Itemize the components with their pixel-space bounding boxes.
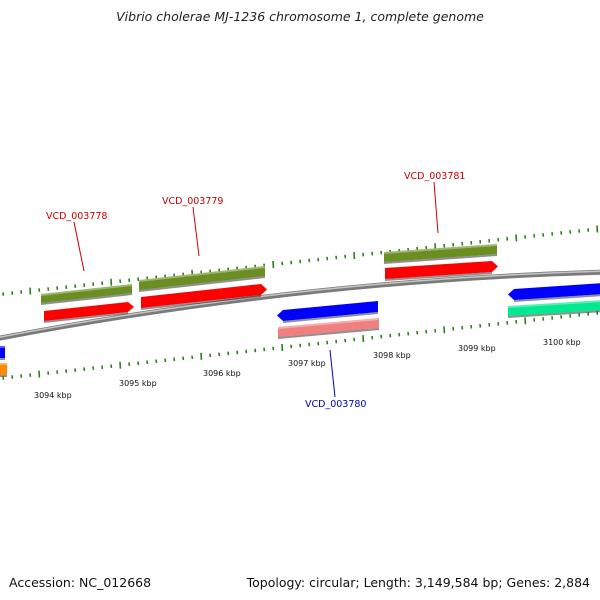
cds-vcd003781-shadow <box>385 272 492 281</box>
cds-left-edge-shadow <box>0 358 5 360</box>
gene-vcd003780[interactable] <box>278 318 379 337</box>
gene-label-vcd003780[interactable]: VCD_003780 <box>305 399 366 410</box>
outer-tick-marks <box>2 225 599 296</box>
label-line-vcd003780 <box>329 349 336 398</box>
feature-tracks <box>0 244 600 377</box>
scale-label: 3100 kbp <box>543 338 581 347</box>
gene-left-edge-highlight <box>0 363 7 365</box>
scale-label: 3098 kbp <box>373 351 411 360</box>
scale-label: 3095 kbp <box>119 379 157 388</box>
label-line-vcd003781 <box>433 181 439 234</box>
gene-vcd003778-shadow <box>41 293 132 305</box>
gene-right-edge-highlight <box>508 300 600 308</box>
gene-label-vcd003779[interactable]: VCD_003779 <box>162 196 223 207</box>
scale-label: 3099 kbp <box>458 344 496 353</box>
genome-stats-text: Topology: circular; Length: 3,149,584 bp… <box>246 575 590 590</box>
cds-right-edge-shadow <box>514 294 600 302</box>
scale-label: 3097 kbp <box>288 359 326 368</box>
gene-left-edge[interactable] <box>0 363 7 375</box>
cds-vcd003778-shadow <box>44 312 128 323</box>
cds-vcd003778[interactable] <box>44 302 134 321</box>
gene-vcd003778-highlight <box>41 284 132 296</box>
gene-vcd003781-shadow <box>384 254 497 264</box>
cds-right-edge[interactable] <box>508 283 600 300</box>
gene-left-edge-shadow <box>0 375 7 377</box>
gene-vcd003778[interactable] <box>41 284 132 303</box>
gene-right-edge[interactable] <box>508 300 600 316</box>
gene-vcd003780-highlight <box>278 318 379 329</box>
cds-vcd003779[interactable] <box>141 284 267 308</box>
gene-label-vcd003778[interactable]: VCD_003778 <box>46 211 107 222</box>
accession-text: Accession: NC_012668 <box>9 575 152 590</box>
gene-vcd003779-shadow <box>139 276 265 292</box>
cds-left-edge-highlight <box>0 346 5 348</box>
cds-vcd003779-shadow <box>141 295 261 310</box>
gene-label-vcd003781[interactable]: VCD_003781 <box>404 171 465 182</box>
cds-vcd003780-shadow <box>283 312 378 323</box>
scale-label: 3096 kbp <box>203 369 241 378</box>
inner-tick-marks <box>2 311 599 380</box>
gene-vcd003779-highlight <box>139 266 265 282</box>
backbone-arc <box>0 269 600 341</box>
map-title: Vibrio cholerae MJ-1236 chromosome 1, co… <box>116 9 484 24</box>
label-line-vcd003779 <box>192 206 200 257</box>
cds-vcd003780[interactable] <box>277 301 378 321</box>
label-line-vcd003778 <box>73 221 85 272</box>
cds-vcd003781[interactable] <box>385 261 498 279</box>
gene-vcd003779[interactable] <box>139 266 265 290</box>
cds-left-edge[interactable] <box>0 346 5 358</box>
scale-labels: 3094 kbp 3095 kbp 3096 kbp 3097 kbp 3098 kbp… <box>34 338 581 400</box>
scale-label: 3094 kbp <box>34 391 72 400</box>
gene-vcd003780-shadow <box>278 328 379 339</box>
gene-vcd003781-highlight <box>384 244 497 254</box>
gene-right-edge-shadow <box>508 310 600 318</box>
gene-vcd003781[interactable] <box>384 244 497 262</box>
